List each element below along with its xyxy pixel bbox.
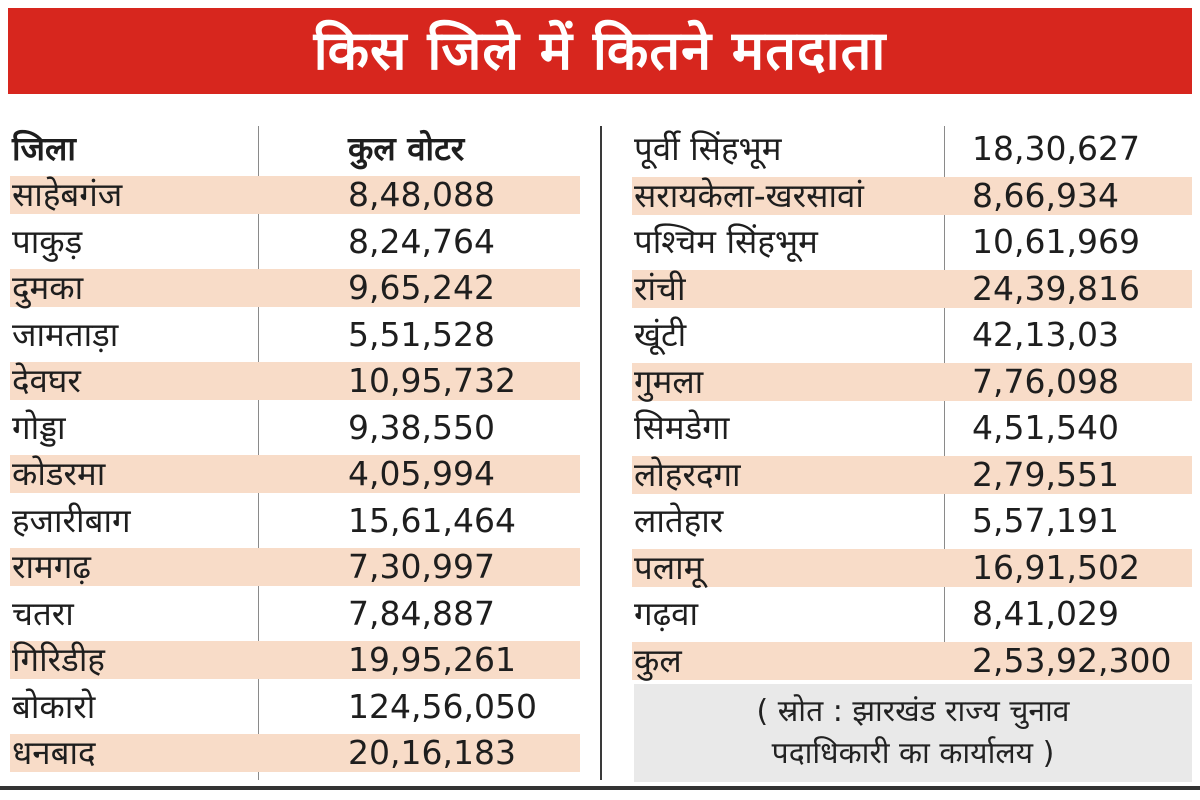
voter-count: 8,24,764 (348, 221, 495, 261)
district-name: गढ़वा (634, 594, 699, 633)
title-banner: किस जिले में कितने मतदाता (8, 8, 1192, 94)
district-name: साहेबगंज (12, 175, 123, 214)
voter-count: 19,95,261 (348, 640, 516, 679)
table-row: देवघर 10,95,732 (10, 362, 580, 400)
district-name: रांची (634, 268, 686, 308)
voter-count: 24,39,816 (972, 268, 1140, 308)
voter-count: 7,30,997 (348, 547, 495, 586)
table-row: गिरिडीह 19,95,261 (10, 641, 580, 679)
district-name: गुमला (634, 361, 704, 401)
left-table: जिला कुल वोटर साहेबगंज 8,48,088 पाकुड़ 8,24… (10, 126, 580, 780)
table-row: खूंटी 42,13,03 (632, 316, 1192, 354)
voter-count: 9,38,550 (348, 407, 495, 447)
page-title: किस जिले में कितने मतदाता (313, 19, 887, 82)
district-name: दुमका (12, 268, 84, 307)
source-line-1: ( स्रोत : झारखंड राज्य चुनाव (756, 694, 1070, 729)
voter-count: 42,13,03 (972, 315, 1119, 354)
voter-count: 16,91,502 (972, 547, 1140, 587)
source-note: ( स्रोत : झारखंड राज्य चुनाव पदाधिकारी क… (634, 684, 1192, 782)
source-line-2: पदाधिकारी का कार्यालय ) (771, 736, 1055, 771)
voter-count: 15,61,464 (348, 500, 516, 540)
district-name: देवघर (12, 361, 81, 400)
voter-count: 124,56,050 (348, 686, 537, 726)
district-name: धनबाद (12, 733, 96, 772)
table-row: गोड्डा 9,38,550 (10, 407, 580, 447)
table-row: कोडरमा 4,05,994 (10, 455, 580, 493)
table-row: कुल 2,53,92,300 (632, 640, 1192, 680)
table-row: पाकुड़ 8,24,764 (10, 221, 580, 261)
table-row: लोहरदगा 2,79,551 (632, 454, 1192, 494)
voter-count: 2,79,551 (972, 454, 1119, 494)
district-name: सरायकेला-खरसावां (634, 175, 864, 215)
table-row: साहेबगंज 8,48,088 (10, 176, 580, 214)
table-row: सिमडेगा 4,51,540 (632, 409, 1192, 447)
district-name: खूंटी (634, 315, 687, 354)
voter-count: 20,16,183 (348, 733, 516, 772)
voter-count: 4,51,540 (972, 408, 1119, 447)
table-row: गढ़वा 8,41,029 (632, 595, 1192, 633)
district-name: जामताड़ा (12, 314, 119, 354)
district-name: गोड्डा (12, 407, 66, 447)
district-name: पाकुड़ (12, 221, 83, 261)
voter-count: 5,57,191 (972, 501, 1119, 540)
table-row: सरायकेला-खरसावां 8,66,934 (632, 175, 1192, 215)
voter-count: 8,48,088 (348, 175, 495, 214)
table-header: जिला कुल वोटर (10, 130, 580, 168)
district-name: पश्चिम सिंहभूम (634, 222, 818, 261)
district-name: कुल (634, 640, 682, 680)
voter-count: 10,95,732 (348, 361, 516, 400)
table-row: रांची 24,39,816 (632, 268, 1192, 308)
table-row: दुमका 9,65,242 (10, 269, 580, 307)
table-row: रामगढ़ 7,30,997 (10, 548, 580, 586)
table-row: पूर्वी सिंहभूम 18,30,627 (632, 130, 1192, 168)
district-name: लोहरदगा (634, 454, 741, 494)
table-row: पश्चिम सिंहभूम 10,61,969 (632, 223, 1192, 261)
bottom-rule (0, 786, 1200, 790)
table-row: चतरा 7,84,887 (10, 593, 580, 633)
voter-count: 10,61,969 (972, 222, 1140, 261)
header-district: जिला (12, 129, 76, 168)
district-name: चतरा (12, 593, 74, 633)
district-name: कोडरमा (12, 454, 106, 493)
voter-count: 8,66,934 (972, 175, 1119, 215)
table-row: बोकारो 124,56,050 (10, 686, 580, 726)
district-name: बोकारो (12, 686, 96, 726)
right-table: पूर्वी सिंहभूम 18,30,627 सरायकेला-खरसावां 8… (632, 126, 1192, 686)
table-row: लातेहार 5,57,191 (632, 502, 1192, 540)
table-row: गुमला 7,76,098 (632, 361, 1192, 401)
district-name: रामगढ़ (12, 547, 91, 586)
left-column-separator (258, 126, 259, 780)
table-row: जामताड़ा 5,51,528 (10, 314, 580, 354)
voter-count: 7,76,098 (972, 361, 1119, 401)
voter-count: 7,84,887 (348, 593, 495, 633)
district-name: पूर्वी सिंहभूम (634, 129, 782, 168)
district-name: सिमडेगा (634, 408, 730, 447)
district-name: पलामू (634, 547, 704, 587)
voter-count: 8,41,029 (972, 594, 1119, 633)
voter-count: 18,30,627 (972, 129, 1140, 168)
header-voters: कुल वोटर (348, 129, 465, 168)
table-row: हजारीबाग 15,61,464 (10, 500, 580, 540)
table-row: पलामू 16,91,502 (632, 547, 1192, 587)
voter-count: 2,53,92,300 (972, 640, 1172, 680)
column-divider (600, 126, 602, 780)
district-name: लातेहार (634, 501, 724, 540)
voter-count: 9,65,242 (348, 268, 495, 307)
district-name: गिरिडीह (12, 640, 105, 679)
district-name: हजारीबाग (12, 500, 131, 540)
voter-count: 4,05,994 (348, 454, 495, 493)
voter-count: 5,51,528 (348, 314, 495, 354)
table-row: धनबाद 20,16,183 (10, 734, 580, 772)
